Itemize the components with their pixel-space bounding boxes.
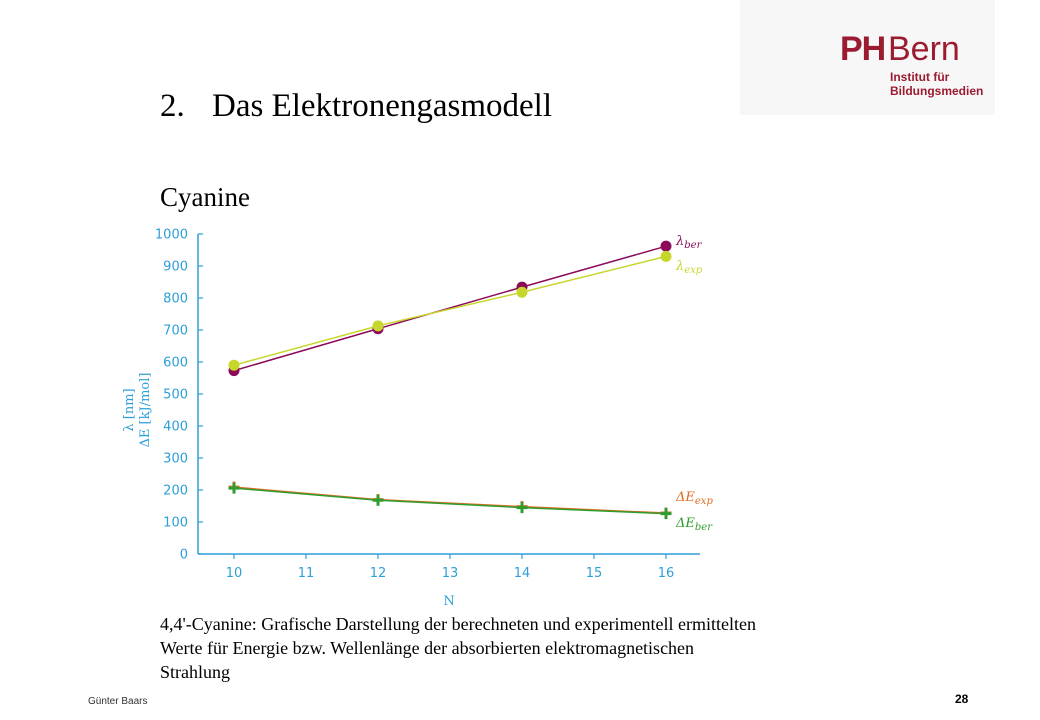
caption-line-3: Strahlung	[160, 662, 230, 682]
y-tick-label: 600	[163, 356, 188, 371]
series-line-dE_exp	[233, 486, 667, 514]
data-point-dE_ber	[660, 508, 672, 520]
data-point-lambda_exp	[660, 250, 672, 262]
series-line-lambda_exp	[233, 255, 667, 366]
x-tick-label: 15	[586, 566, 603, 581]
logo-ph: PH	[840, 30, 886, 68]
legend-lambda_exp: λexp	[675, 259, 703, 276]
x-tick-label: 12	[370, 566, 387, 581]
y-tick-label: 0	[180, 548, 188, 563]
legend-lambda_ber: λber	[675, 234, 703, 251]
phbern-logo: PH Bern Institut für Bildungsmedien	[740, 0, 995, 115]
series-line-lambda_ber	[233, 245, 667, 372]
line-chart: 0 100 200 300 400 500 600 700 800 900 1000 10 11 12 13…	[122, 228, 713, 610]
slide-subtitle: Cyanine	[160, 182, 250, 212]
figure-caption: 4,4'-Cyanine: Grafische Darstellung der …	[160, 612, 960, 684]
caption-line-2: Werte für Energie bzw. Wellenlänge der a…	[160, 638, 695, 658]
x-tick-label: 11	[298, 566, 315, 581]
data-point-lambda_exp	[516, 286, 528, 298]
y-tick-label: 400	[163, 420, 188, 435]
title-text: Das Elektronengasmodell	[212, 88, 552, 124]
author-name: Günter Baars	[88, 696, 148, 707]
data-point-dE_ber	[372, 494, 384, 506]
logo-line2: Bildungsmedien	[890, 84, 984, 98]
series-line-dE_ber	[233, 487, 667, 515]
legend-dE_exp: ΔEexp	[675, 490, 713, 507]
legend-dE_ber: ΔEber	[675, 516, 713, 533]
data-point-lambda_exp	[372, 320, 384, 332]
logo-line1: Institut für	[890, 70, 950, 84]
y-tick-label: 1000	[155, 228, 188, 243]
page-number: 28	[955, 692, 969, 706]
y-axis-label: λ [nm]	[122, 388, 137, 431]
y-tick-label: 100	[163, 516, 188, 531]
x-tick-label: 16	[658, 566, 675, 581]
x-tick-label: 10	[226, 566, 243, 581]
x-axis-label: N	[443, 594, 454, 609]
x-tick-label: 14	[514, 566, 531, 581]
y-axis-label: ΔE [kJ/mol]	[138, 373, 153, 448]
data-point-lambda_ber	[660, 240, 672, 252]
y-tick-label: 700	[163, 324, 188, 339]
slide-title: 2. Das Elektronengasmodell	[160, 88, 552, 125]
data-point-lambda_exp	[228, 359, 240, 371]
data-point-dE_ber	[228, 482, 240, 494]
caption-line-1: 4,4'-Cyanine: Grafische Darstellung der …	[160, 614, 757, 634]
data-point-dE_ber	[516, 502, 528, 514]
y-tick-label: 900	[163, 260, 188, 275]
y-tick-label: 500	[163, 388, 188, 403]
y-tick-label: 300	[163, 452, 188, 467]
logo-bern: Bern	[888, 30, 960, 68]
title-number: 2.	[160, 88, 185, 124]
y-tick-label: 200	[163, 484, 188, 499]
x-tick-label: 13	[442, 566, 459, 581]
y-tick-label: 800	[163, 292, 188, 307]
